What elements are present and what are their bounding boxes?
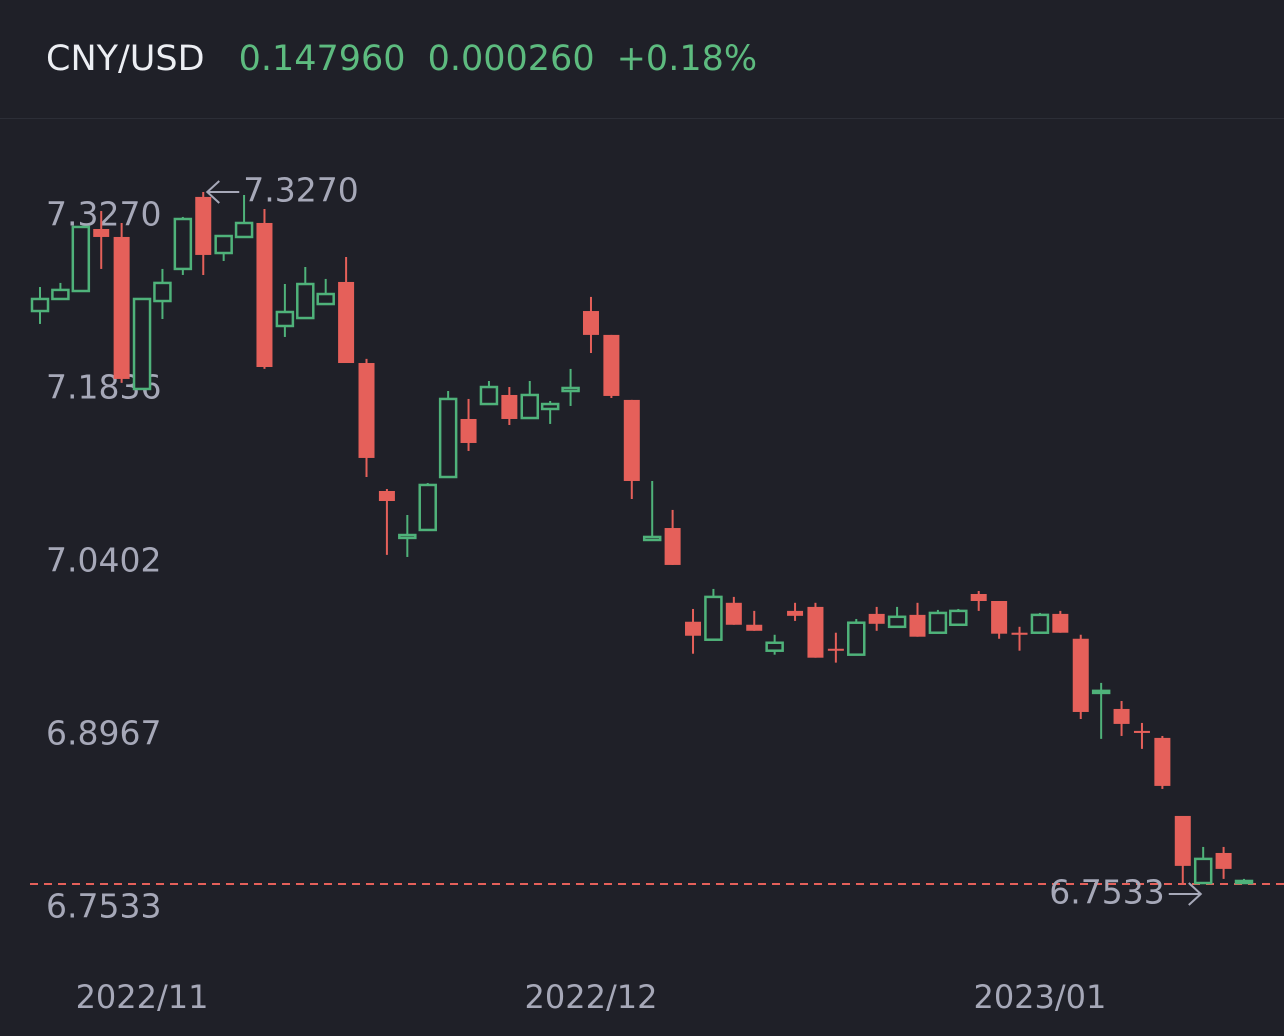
candle-body bbox=[30, 297, 50, 313]
candle-body bbox=[1072, 638, 1089, 712]
candle-body bbox=[540, 402, 560, 411]
y-tick-label: 7.3270 bbox=[46, 194, 161, 233]
change: 0.000260 bbox=[427, 39, 595, 79]
y-tick-label: 6.7533 bbox=[46, 886, 161, 925]
candle-body bbox=[398, 533, 417, 540]
candle-body bbox=[1030, 613, 1050, 634]
candle-body bbox=[603, 334, 620, 396]
candle-body bbox=[275, 310, 295, 328]
low-label: 6.7533 bbox=[1049, 872, 1164, 911]
candle-body bbox=[296, 282, 315, 320]
candle-body bbox=[827, 648, 844, 651]
candle-body bbox=[1091, 689, 1111, 695]
candle-body bbox=[685, 621, 702, 636]
candle-body bbox=[1234, 879, 1254, 885]
low-arrow bbox=[1168, 882, 1203, 906]
candle-body bbox=[928, 611, 948, 634]
candle-body bbox=[234, 221, 254, 239]
candle-body bbox=[1154, 737, 1171, 786]
candle-body bbox=[561, 386, 580, 393]
candle-body bbox=[173, 217, 193, 271]
candle-body bbox=[807, 606, 824, 658]
candle-body bbox=[642, 535, 662, 542]
candle-body bbox=[501, 394, 518, 419]
candle-body bbox=[991, 600, 1008, 634]
candle-body bbox=[132, 297, 152, 391]
candle-body bbox=[520, 393, 540, 420]
symbol: CNY/USD bbox=[46, 39, 205, 79]
candle-body bbox=[71, 225, 91, 293]
header: CNY/USD 0.147960 0.000260 +0.18% bbox=[0, 0, 1284, 119]
candle-body bbox=[418, 483, 437, 532]
candle-body bbox=[787, 610, 804, 616]
price: 0.147960 bbox=[238, 39, 406, 79]
candle-body bbox=[1011, 632, 1028, 635]
candle-body bbox=[195, 196, 212, 255]
change-percent: +0.18% bbox=[616, 39, 758, 79]
candle-body bbox=[214, 234, 233, 255]
candle-body bbox=[704, 595, 723, 641]
x-tick-label: 2022/12 bbox=[525, 978, 658, 1016]
candle-body bbox=[378, 490, 395, 502]
candle-body bbox=[847, 621, 866, 656]
candle-body bbox=[725, 602, 742, 625]
candle-body bbox=[256, 222, 273, 367]
candle-body bbox=[338, 281, 355, 364]
candle-body bbox=[949, 609, 968, 627]
candle-body bbox=[765, 641, 784, 652]
candle-body bbox=[868, 613, 885, 624]
candle-body bbox=[582, 311, 599, 335]
candle-body bbox=[1174, 815, 1191, 866]
x-tick-label: 2023/01 bbox=[973, 978, 1106, 1016]
candle-body bbox=[153, 281, 172, 303]
candle-body bbox=[113, 236, 130, 379]
y-tick-label: 7.0402 bbox=[46, 540, 161, 579]
candle-body bbox=[746, 624, 763, 631]
candle-body bbox=[460, 418, 477, 443]
candle-body bbox=[970, 594, 987, 601]
x-tick-label: 2022/11 bbox=[76, 978, 209, 1016]
candle-body bbox=[623, 399, 640, 481]
candle-body bbox=[909, 614, 926, 637]
candle-body bbox=[1215, 852, 1232, 869]
candle-body bbox=[438, 397, 458, 479]
high-arrow bbox=[205, 180, 240, 204]
candle-body bbox=[1052, 613, 1069, 633]
candle-body bbox=[51, 288, 70, 301]
candle-body bbox=[93, 229, 110, 237]
candle-body bbox=[358, 363, 375, 458]
high-label: 7.3270 bbox=[243, 170, 358, 209]
candle-body bbox=[1193, 857, 1213, 885]
candle-body bbox=[1113, 708, 1130, 724]
candle-body bbox=[887, 615, 907, 629]
candle-body bbox=[664, 528, 681, 565]
candle-body bbox=[316, 292, 335, 306]
candle-body bbox=[479, 385, 499, 406]
y-tick-label: 6.8967 bbox=[46, 714, 161, 753]
candle-body bbox=[1133, 730, 1150, 733]
